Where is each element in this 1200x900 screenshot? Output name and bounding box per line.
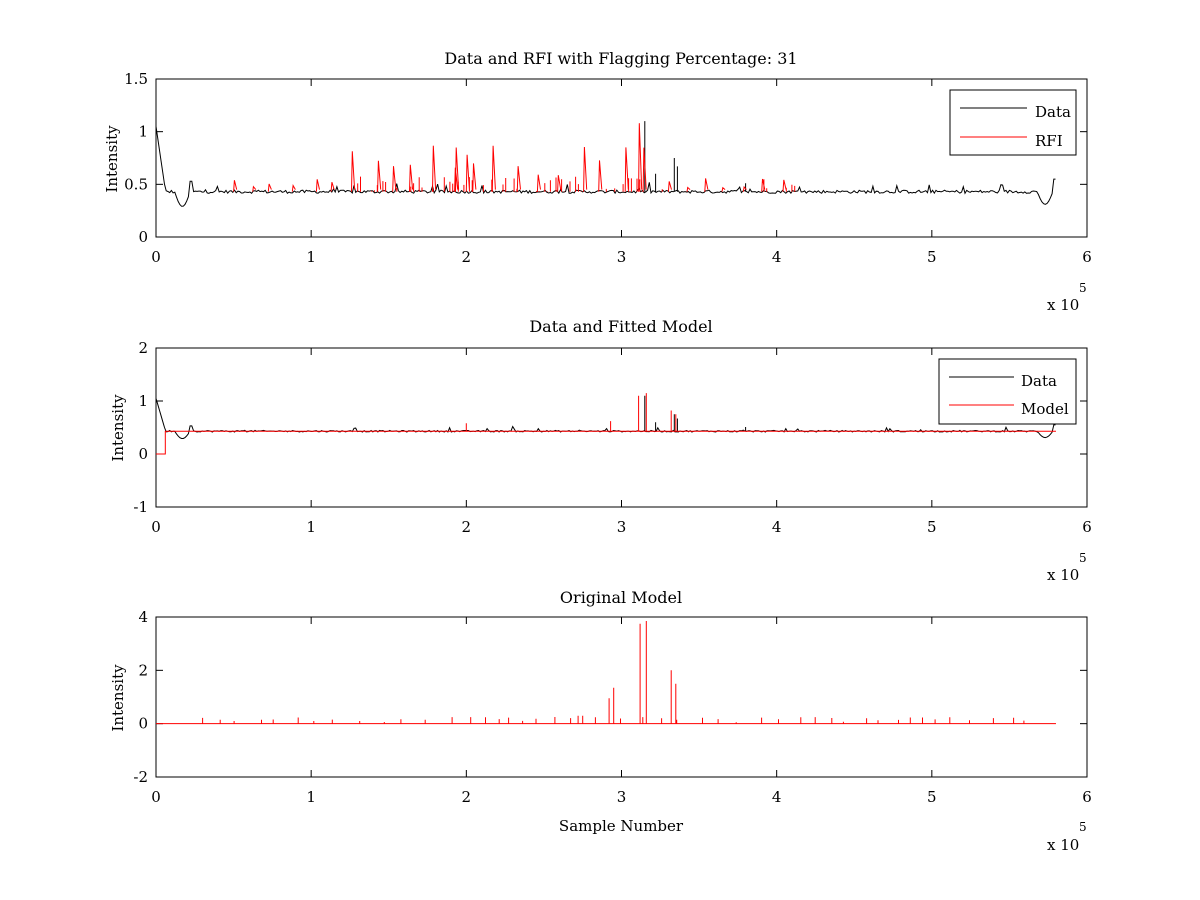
panel-1-xtick-label: 2	[462, 248, 472, 266]
panel-1-legend-box	[949, 89, 1077, 156]
panel-3-x-exponent-label: x 10	[1047, 836, 1079, 854]
panel-3-frame	[155, 616, 1088, 778]
panel-3-xtick-label: 3	[617, 788, 627, 806]
panel-2-xtick-label: 5	[927, 518, 937, 536]
panel-2-xtick-label: 3	[617, 518, 627, 536]
panel-1-ylabel: Intensity	[103, 125, 121, 193]
panel-1-xtick-label: 6	[1082, 248, 1092, 266]
panel-2-xtick-label: 4	[772, 518, 782, 536]
panel-1-frame	[155, 78, 1088, 238]
panel-1-red-line	[233, 123, 796, 192]
panel-2-ylabel: Intensity	[109, 394, 127, 462]
panel-rfi: Data and RFI with Flagging Percentage: 3…	[103, 49, 1092, 314]
panel-3-xtick-label: 4	[772, 788, 782, 806]
panel-1-xtick-label: 5	[927, 248, 937, 266]
panel-1-xtick-label: 0	[151, 248, 161, 266]
panel-2-ytick-label: 2	[138, 339, 148, 357]
panel-1-legend-rfi-label: RFI	[1035, 132, 1063, 150]
panel-3-xtick-label: 1	[306, 788, 316, 806]
panel-2-data-line	[155, 395, 1056, 439]
panel-1-ytick-label: 0.5	[124, 175, 148, 193]
panel-2-legend: Data Model	[938, 358, 1077, 425]
panel-3-xtick-label: 0	[151, 788, 161, 806]
panel-1-legend-data-label: Data	[1035, 103, 1071, 121]
panel-1-xtick-label: 4	[772, 248, 782, 266]
panel-2-title: Data and Fitted Model	[529, 317, 712, 336]
panel-3-ytick-label: -2	[133, 768, 148, 786]
panel-3-model-line	[156, 621, 1056, 725]
panel-3-x-exponent-power: 5	[1079, 820, 1087, 834]
panel-3-xtick-label: 6	[1082, 788, 1092, 806]
panel-3-xlabel: Sample Number	[559, 817, 684, 835]
panel-3-title: Original Model	[560, 588, 682, 607]
panel-original-model: Original Model Intensity Sample Number 0…	[109, 588, 1092, 854]
panel-2-red-line	[156, 393, 1056, 455]
panel-1-x-exponent-power: 5	[1079, 281, 1087, 295]
panel-1-ytick-label: 0	[138, 228, 148, 246]
panel-2-legend-box	[938, 358, 1077, 425]
panel-2-x-exponent-label: x 10	[1047, 566, 1079, 584]
panel-2-frame	[155, 347, 1088, 508]
panel-1-legend: Data RFI	[949, 89, 1077, 156]
panel-1-x-exponent-label: x 10	[1047, 296, 1079, 314]
panel-1-plot-area: 0 1 2 3 4 5 6 0 0.5 1 1.5	[124, 70, 1092, 266]
panel-3-ytick-label: 0	[138, 715, 148, 733]
panel-2-xtick-label: 6	[1082, 518, 1092, 536]
panel-1-ytick-label: 1	[138, 123, 148, 141]
panel-3-xtick-label: 5	[927, 788, 937, 806]
panel-3-ylabel: Intensity	[109, 664, 127, 732]
panel-2-legend-model-label: Model	[1021, 400, 1069, 418]
panel-3-ytick-label: 2	[138, 661, 148, 679]
panel-2-ytick-label: 1	[138, 392, 148, 410]
panel-2-ytick-label: 0	[138, 445, 148, 463]
panel-2-xtick-label: 0	[151, 518, 161, 536]
panel-model: Data and Fitted Model Intensity 0 1 2 3 4 5 6 -…	[109, 317, 1092, 584]
panel-2-xtick-label: 2	[462, 518, 472, 536]
panel-3-ytick-label: 4	[138, 608, 148, 626]
panel-2-legend-data-label: Data	[1021, 372, 1057, 390]
panel-2-x-exponent-power: 5	[1079, 551, 1087, 565]
panel-1-xtick-label: 1	[306, 248, 316, 266]
panel-1-ytick-label: 1.5	[124, 70, 148, 88]
panel-1-xtick-label: 3	[617, 248, 627, 266]
panel-2-ytick-label: -1	[133, 498, 148, 516]
panel-1-title: Data and RFI with Flagging Percentage: 3…	[444, 49, 797, 68]
panel-3-xtick-label: 2	[462, 788, 472, 806]
panel-2-xtick-label: 1	[306, 518, 316, 536]
